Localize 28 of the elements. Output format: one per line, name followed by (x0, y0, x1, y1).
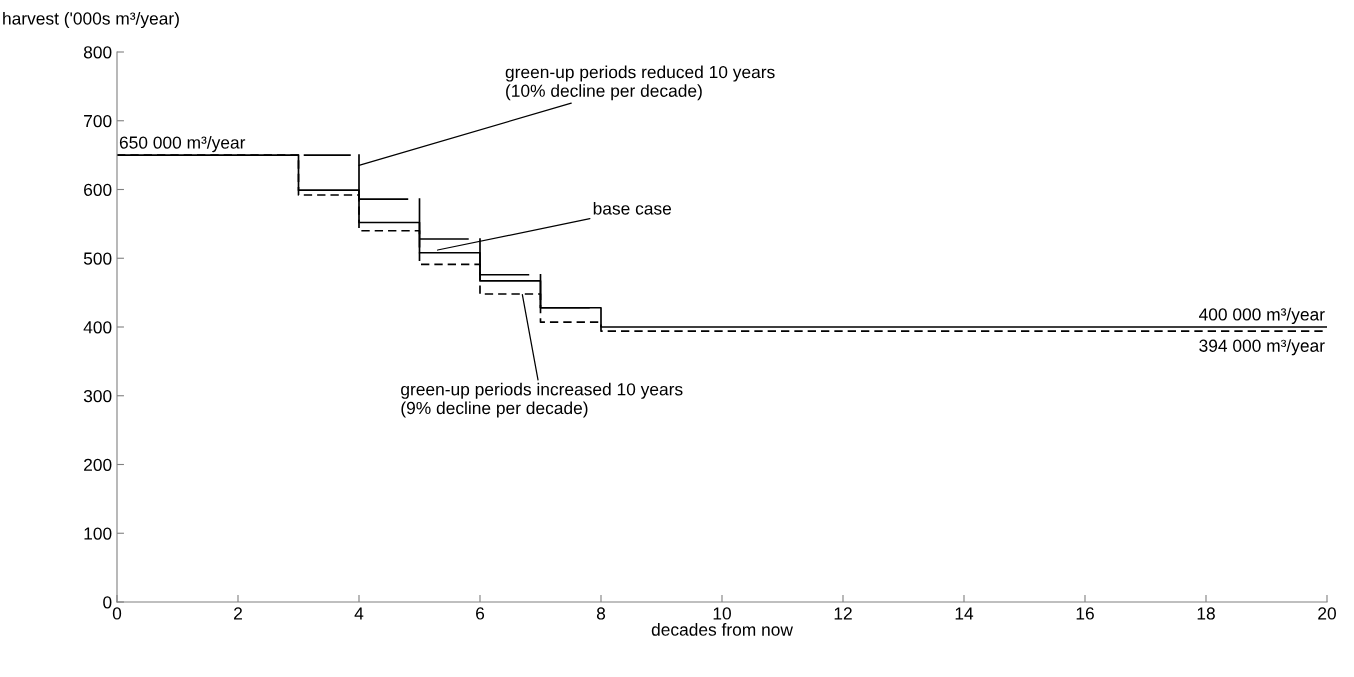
x-tick-label: 12 (834, 607, 852, 620)
x-tick-label: 2 (234, 607, 242, 620)
annotation: green-up periods reduced 10 years (10% decline per decade) (505, 65, 775, 101)
x-tick-label: 18 (1197, 607, 1215, 620)
x-tick-label: 20 (1318, 607, 1336, 620)
annotation: 400 000 m³/year (1198, 307, 1325, 324)
y-tick-label: 400 (83, 321, 112, 334)
annotation: 650 000 m³/year (119, 135, 246, 153)
annotation: green-up periods increased 10 years (9% decline per decade) (401, 382, 683, 418)
x-axis-title: decades from now (651, 623, 793, 636)
x-tick-label: 14 (955, 607, 974, 620)
annotation: 394 000 m³/year (1199, 339, 1325, 356)
x-tick-label: 6 (476, 607, 485, 620)
y-tick-label: 600 (84, 183, 112, 196)
y-tick-label: 300 (83, 389, 112, 403)
x-tick-label: 4 (354, 607, 364, 620)
annotation: base case (593, 201, 672, 215)
y-tick-label: 100 (84, 527, 112, 540)
y-tick-label: 500 (83, 252, 112, 265)
y-tick-label: 800 (83, 46, 112, 59)
y-tick-label: 700 (84, 114, 112, 128)
x-tick-label: 8 (596, 607, 606, 620)
x-tick-label: 0 (112, 607, 122, 620)
y-tick-label: 0 (103, 596, 112, 609)
x-tick-label: 10 (713, 607, 731, 620)
y-axis-title: harvest ('000s m³/year) (3, 11, 179, 29)
x-tick-label: 16 (1076, 607, 1094, 620)
y-tick-label: 200 (84, 458, 112, 471)
